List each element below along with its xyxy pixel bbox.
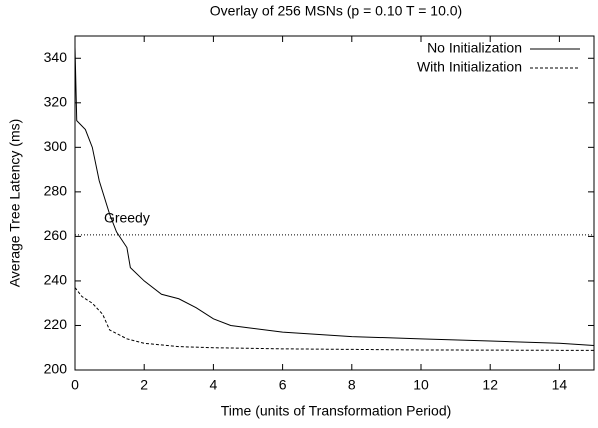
series-line bbox=[74, 287, 595, 351]
y-tick-label: 240 bbox=[44, 272, 68, 288]
y-tick-label: 300 bbox=[44, 138, 68, 154]
x-axis-label: Time (units of Transformation Period) bbox=[221, 403, 452, 419]
y-axis-label: Average Tree Latency (ms) bbox=[7, 119, 23, 288]
x-tick-label: 0 bbox=[71, 377, 79, 393]
y-tick-label: 260 bbox=[44, 227, 68, 243]
series-line bbox=[74, 47, 595, 347]
chart-title: Overlay of 256 MSNs (p = 0.10 T = 10.0) bbox=[210, 3, 462, 19]
legend-label: No Initialization bbox=[427, 40, 522, 56]
y-tick-label: 320 bbox=[44, 94, 68, 110]
x-tick-label: 8 bbox=[348, 377, 356, 393]
reference-label: Greedy bbox=[104, 210, 150, 226]
x-tick-label: 10 bbox=[413, 377, 429, 393]
x-tick-label: 12 bbox=[482, 377, 498, 393]
plot-frame bbox=[74, 35, 595, 371]
y-tick-label: 220 bbox=[44, 316, 68, 332]
y-tick-label: 280 bbox=[44, 183, 68, 199]
x-tick-label: 14 bbox=[552, 377, 568, 393]
legend-label: With Initialization bbox=[417, 59, 522, 75]
x-tick-label: 6 bbox=[279, 377, 287, 393]
x-tick-label: 2 bbox=[140, 377, 148, 393]
x-tick-label: 4 bbox=[210, 377, 218, 393]
y-tick-label: 200 bbox=[44, 361, 68, 377]
y-tick-label: 340 bbox=[44, 49, 68, 65]
